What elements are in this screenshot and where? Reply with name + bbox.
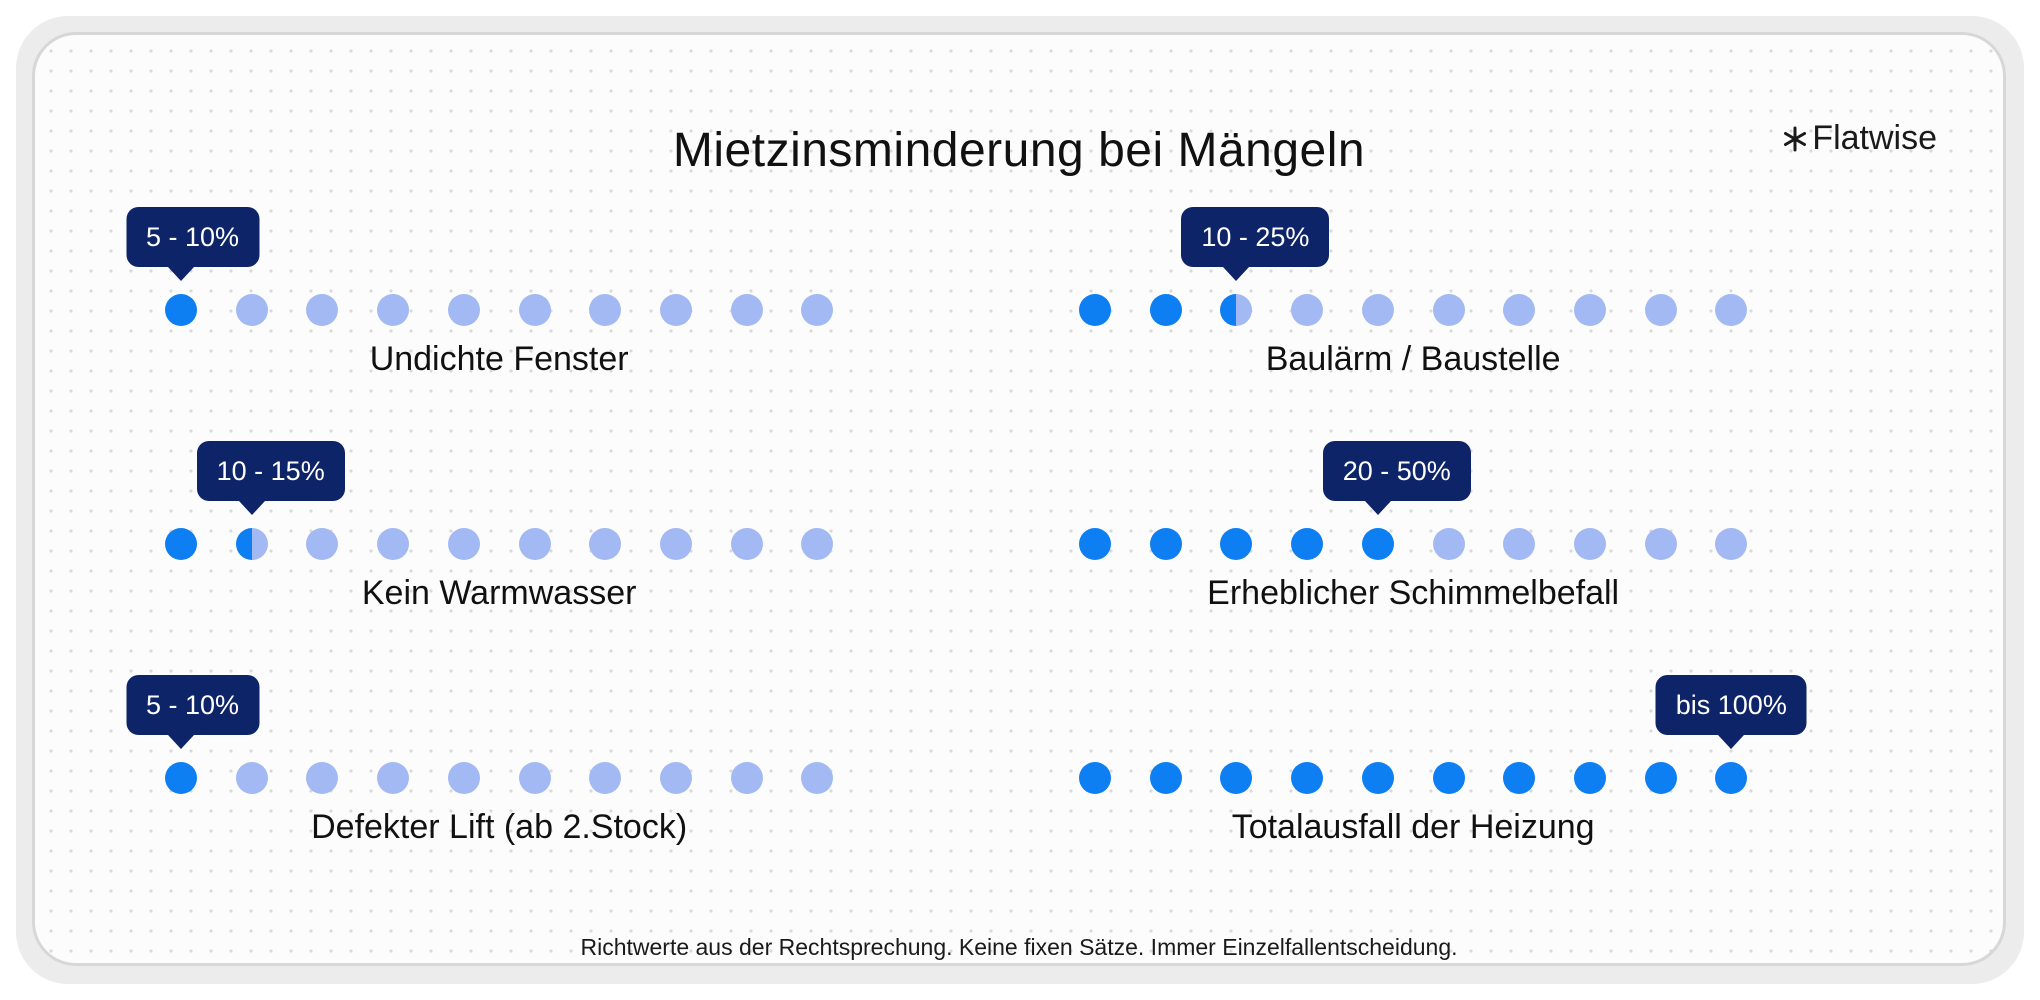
badge-pointer bbox=[168, 735, 194, 749]
scale-dot bbox=[306, 528, 339, 560]
brand-logo: Flatwise bbox=[1782, 119, 1937, 158]
scale-dot bbox=[659, 528, 692, 560]
scale-dot bbox=[165, 294, 197, 326]
scale-dot bbox=[1432, 528, 1465, 560]
scale-dot bbox=[1432, 762, 1465, 794]
scale-dot bbox=[589, 762, 622, 794]
scale-dot bbox=[235, 762, 268, 794]
badge-pointer bbox=[1223, 267, 1250, 281]
scale-dot bbox=[165, 528, 197, 560]
scale-dot bbox=[1079, 528, 1111, 560]
scale-dot bbox=[1149, 762, 1182, 794]
range-badge: 10 - 15% bbox=[196, 441, 345, 501]
scale-dot bbox=[235, 294, 268, 326]
scale-dot bbox=[1291, 528, 1324, 560]
range-badge: 5 - 10% bbox=[126, 675, 259, 735]
scale-dot bbox=[447, 294, 480, 326]
scale-dot bbox=[1432, 294, 1465, 326]
scale-dot bbox=[730, 762, 763, 794]
scale-dot bbox=[165, 762, 197, 794]
scale-dot bbox=[1149, 294, 1182, 326]
scale-dot bbox=[1361, 294, 1394, 326]
scale-dot bbox=[801, 294, 834, 326]
range-badge: 5 - 10% bbox=[126, 207, 259, 267]
defect-label: Defekter Lift (ab 2.Stock) bbox=[311, 808, 688, 846]
defect-label: Totalausfall der Heizung bbox=[1231, 808, 1595, 846]
scale-dot bbox=[1503, 528, 1536, 560]
scale-dot bbox=[1291, 294, 1324, 326]
scale-dot bbox=[659, 762, 692, 794]
badge-pointer bbox=[238, 501, 265, 515]
scale-dot bbox=[518, 294, 551, 326]
scale-dot bbox=[1573, 762, 1606, 794]
scale-dot bbox=[1644, 294, 1677, 326]
defect-label: Baulärm / Baustelle bbox=[1265, 340, 1561, 378]
scale-dot bbox=[377, 294, 410, 326]
footnote: Richtwerte aus der Rechtsprechung. Keine… bbox=[580, 934, 1458, 960]
scale-dot bbox=[801, 762, 834, 794]
scale-dot bbox=[447, 528, 480, 560]
scale-dot bbox=[1573, 294, 1606, 326]
badge-pointer bbox=[168, 267, 194, 281]
scale-dot bbox=[1573, 528, 1606, 560]
scale-dot bbox=[1715, 762, 1748, 794]
scale-dot bbox=[1715, 528, 1748, 560]
asterisk-logo-icon bbox=[1784, 126, 1807, 151]
scale-dot bbox=[1503, 762, 1536, 794]
scale-dot bbox=[1503, 294, 1536, 326]
scale-dot bbox=[1079, 762, 1111, 794]
scale-dot bbox=[518, 762, 551, 794]
chart-title: Mietzinsminderung bei Mängeln bbox=[672, 124, 1366, 177]
scale-dot bbox=[377, 762, 410, 794]
scale-dot bbox=[1361, 528, 1394, 560]
defect-label: Kein Warmwasser bbox=[361, 574, 637, 612]
scale-dot bbox=[377, 528, 410, 560]
scale-dot bbox=[1149, 528, 1182, 560]
scale-dot bbox=[235, 528, 268, 560]
scale-dot bbox=[1291, 762, 1324, 794]
defect-label: Erheblicher Schimmelbefall bbox=[1207, 574, 1620, 612]
scale-dot bbox=[1361, 762, 1394, 794]
scale-dot bbox=[1644, 762, 1677, 794]
scale-dot bbox=[306, 294, 339, 326]
scale-dot bbox=[659, 294, 692, 326]
range-badge: bis 100% bbox=[1655, 675, 1807, 735]
scale-dot bbox=[306, 762, 339, 794]
scale-dot bbox=[1644, 528, 1677, 560]
infographic-card: Mietzinsminderung bei Mängeln Flatwise 5… bbox=[32, 32, 2006, 966]
brand-name: Flatwise bbox=[1812, 119, 1937, 157]
defect-label: Undichte Fenster bbox=[369, 340, 629, 378]
scale-dot bbox=[1079, 294, 1111, 326]
scale-dot bbox=[1220, 762, 1253, 794]
scale-dot bbox=[1715, 294, 1748, 326]
scale-dot bbox=[1220, 528, 1253, 560]
scale-dot bbox=[447, 762, 480, 794]
scale-dot bbox=[589, 528, 622, 560]
scale-dot bbox=[518, 528, 551, 560]
range-badge: 20 - 50% bbox=[1322, 441, 1471, 501]
badge-pointer bbox=[1364, 501, 1391, 515]
badge-pointer bbox=[1718, 735, 1745, 749]
scale-dot bbox=[801, 528, 834, 560]
scale-dot bbox=[730, 528, 763, 560]
range-badge: 10 - 25% bbox=[1181, 207, 1330, 267]
scale-dot bbox=[730, 294, 763, 326]
scale-dot bbox=[1220, 294, 1253, 326]
scale-dot bbox=[589, 294, 622, 326]
